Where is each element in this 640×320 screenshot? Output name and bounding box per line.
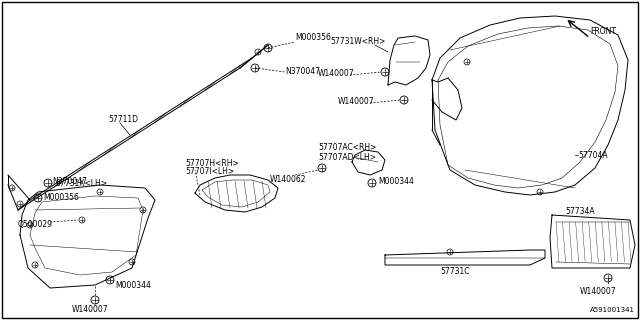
Text: 57707H<RH>: 57707H<RH> <box>185 158 239 167</box>
Text: N370047: N370047 <box>285 68 320 76</box>
Text: W140062: W140062 <box>270 175 307 185</box>
Text: Q500029: Q500029 <box>18 220 53 229</box>
Text: W140007: W140007 <box>580 287 616 297</box>
Text: 57731C: 57731C <box>440 268 470 276</box>
Text: 57734A: 57734A <box>565 207 595 217</box>
Text: M000344: M000344 <box>115 281 151 290</box>
Text: 57711D: 57711D <box>108 116 138 124</box>
Text: N370047: N370047 <box>52 177 87 186</box>
Text: 57707AD<LH>: 57707AD<LH> <box>318 153 376 162</box>
Text: W140007: W140007 <box>338 98 374 107</box>
Text: 57707AC<RH>: 57707AC<RH> <box>318 143 376 153</box>
Text: 57704A: 57704A <box>578 150 607 159</box>
Text: 57731X<LH>: 57731X<LH> <box>55 179 107 188</box>
Text: M000344: M000344 <box>378 178 414 187</box>
Text: M000356: M000356 <box>43 194 79 203</box>
Text: A591001341: A591001341 <box>590 307 635 313</box>
Text: 57707I<LH>: 57707I<LH> <box>185 167 234 177</box>
Text: M000356: M000356 <box>295 34 331 43</box>
Text: W140007: W140007 <box>318 68 355 77</box>
Text: 57731W<RH>: 57731W<RH> <box>330 37 385 46</box>
Text: W140007: W140007 <box>72 306 109 315</box>
Text: FRONT: FRONT <box>590 28 616 36</box>
